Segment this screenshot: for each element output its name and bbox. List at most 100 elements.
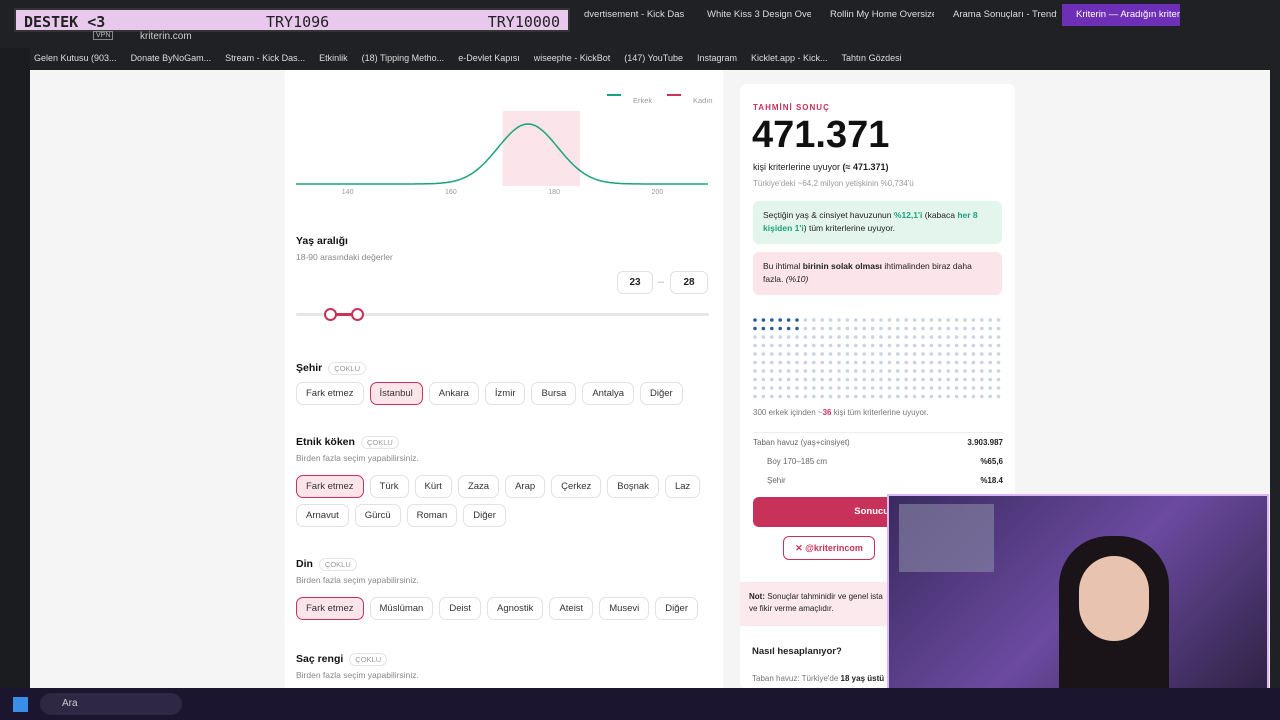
legend-label: Erkek	[633, 96, 652, 105]
person-icon	[795, 394, 799, 399]
option-chip[interactable]: Arap	[505, 475, 546, 498]
bookmark[interactable]: e-Devlet Kapısı	[458, 53, 520, 63]
bookmark[interactable]: Donate ByNoGam...	[130, 53, 212, 63]
option-chip[interactable]: Arnavut	[296, 504, 349, 527]
bookmark[interactable]: Etkinlik	[319, 53, 348, 63]
person-icon	[803, 343, 808, 348]
person-icon	[795, 369, 799, 373]
option-chip[interactable]: Müslüman	[369, 597, 434, 620]
badge: ÇOKLU	[360, 436, 399, 449]
bookmark[interactable]: (18) Tipping Metho...	[361, 53, 445, 63]
option-chip[interactable]: Diğer	[463, 504, 506, 527]
start[interactable]	[13, 697, 28, 712]
option-chip[interactable]: Musevi	[599, 597, 650, 620]
text: (≈ 471.371)	[842, 162, 889, 172]
option-chip[interactable]: Fark etmez	[296, 597, 364, 620]
tab[interactable]: Rollin My Home Oversize	[830, 9, 934, 20]
person-icon	[988, 377, 992, 382]
person-icon	[870, 394, 875, 399]
option-chip[interactable]: Diğer	[655, 597, 698, 620]
person-icon	[862, 343, 866, 348]
option-chip[interactable]: Laz	[664, 475, 701, 498]
text: Etnik köken	[296, 436, 355, 448]
webcam-bg	[899, 504, 994, 572]
option-chip[interactable]: İstanbul	[369, 382, 423, 405]
option-chip[interactable]: İzmir	[484, 382, 526, 405]
text: Sonuçlar tahminidir ve genel ista	[765, 592, 883, 601]
option-chip[interactable]: Türk	[369, 475, 409, 498]
person-icon	[963, 326, 967, 331]
tab[interactable]: Arama Sonuçları - Trendy	[953, 9, 1057, 20]
share-button[interactable]: ✕ @kriterincom	[783, 536, 875, 560]
person-icon	[837, 360, 841, 365]
option-chip[interactable]: Agnostik	[487, 597, 544, 620]
option-chip[interactable]: Gürcü	[354, 504, 401, 527]
search[interactable]: Ara	[40, 693, 182, 715]
person-icon	[971, 352, 976, 356]
person-icon	[820, 335, 824, 339]
person-icon	[912, 394, 917, 399]
option-chip[interactable]: Roman	[406, 504, 458, 527]
person-icon	[963, 318, 967, 322]
person-icon	[946, 386, 950, 390]
tab[interactable]: Kriterin — Aradığın kriterle	[1062, 4, 1180, 26]
person-icon	[921, 352, 925, 356]
person-icon	[753, 386, 757, 390]
age-min[interactable]: 23	[617, 271, 653, 294]
person-icon	[786, 352, 791, 356]
option-chip[interactable]: Kürt	[414, 475, 452, 498]
person-icon	[795, 326, 799, 331]
how-title[interactable]: Nasıl hesaplanıyor?	[752, 646, 842, 657]
option-chip[interactable]: Çerkez	[551, 475, 602, 498]
person-icon	[761, 360, 766, 365]
person-icon	[770, 335, 774, 339]
result-sub: Türkiye'deki ~64,2 milyon yetişkinin %0,…	[753, 179, 914, 188]
person-icon	[879, 343, 883, 348]
person-icon	[946, 360, 950, 365]
bookmark[interactable]: Gelen Kutusu (903...	[34, 53, 117, 63]
bookmark[interactable]: wiseephe - KickBot	[533, 53, 611, 63]
person-icon	[963, 352, 967, 356]
tab[interactable]: White Kiss 3 Design Over	[707, 9, 811, 20]
bookmark[interactable]: Instagram	[696, 53, 738, 63]
person-icon	[896, 377, 900, 382]
person-icon	[770, 394, 774, 399]
person-icon	[845, 335, 850, 339]
person-icon	[971, 369, 976, 373]
person-icon	[795, 343, 799, 348]
breakdown-row: Taban havuz (yaş+cinsiyet) 3.903.987	[753, 433, 1003, 452]
option-chip[interactable]: Bursa	[531, 382, 577, 405]
text: birinin solak olması	[802, 261, 883, 271]
bookmark[interactable]: Kicklet.app - Kick...	[751, 53, 828, 63]
option-chip[interactable]: Zaza	[457, 475, 500, 498]
green-box: Seçtiğin yaş & cinsiyet havuzunun %12,1'…	[753, 201, 1002, 244]
slider-handle[interactable]	[324, 308, 337, 321]
option-chip[interactable]: Boşnak	[607, 475, 659, 498]
text: her 8 kişiden 1'i	[763, 210, 978, 233]
option-chip[interactable]: Diğer	[640, 382, 683, 405]
person-icon	[845, 343, 850, 348]
option-chip[interactable]: Ankara	[428, 382, 479, 405]
tab[interactable]: dvertisement - Kick Das	[584, 9, 685, 20]
bookmark[interactable]: Tahtın Gözdesi	[841, 53, 902, 63]
option-chip[interactable]: Ateist	[549, 597, 594, 620]
person-icon	[820, 394, 824, 399]
bookmark[interactable]: (147) YouTube	[624, 53, 683, 63]
option-chip[interactable]: Deist	[439, 597, 481, 620]
option-chip[interactable]: Antalya	[582, 382, 634, 405]
person-icon	[912, 326, 917, 331]
slider-handle[interactable]	[351, 308, 364, 321]
age-max[interactable]: 28	[670, 271, 708, 294]
vpn[interactable]: VPN	[93, 31, 114, 40]
url[interactable]: kriterin.com	[140, 31, 192, 42]
x-tick-label: 180	[548, 189, 560, 196]
person-icon	[988, 318, 992, 322]
person-icon	[778, 369, 782, 373]
bookmark[interactable]: Stream - Kick Das...	[225, 53, 306, 63]
person-icon	[980, 335, 984, 339]
person-icon	[786, 318, 791, 322]
person-icon	[887, 343, 892, 348]
person-icon	[929, 343, 934, 348]
option-chip[interactable]: Fark etmez	[296, 475, 364, 498]
option-chip[interactable]: Fark etmez	[296, 382, 364, 405]
